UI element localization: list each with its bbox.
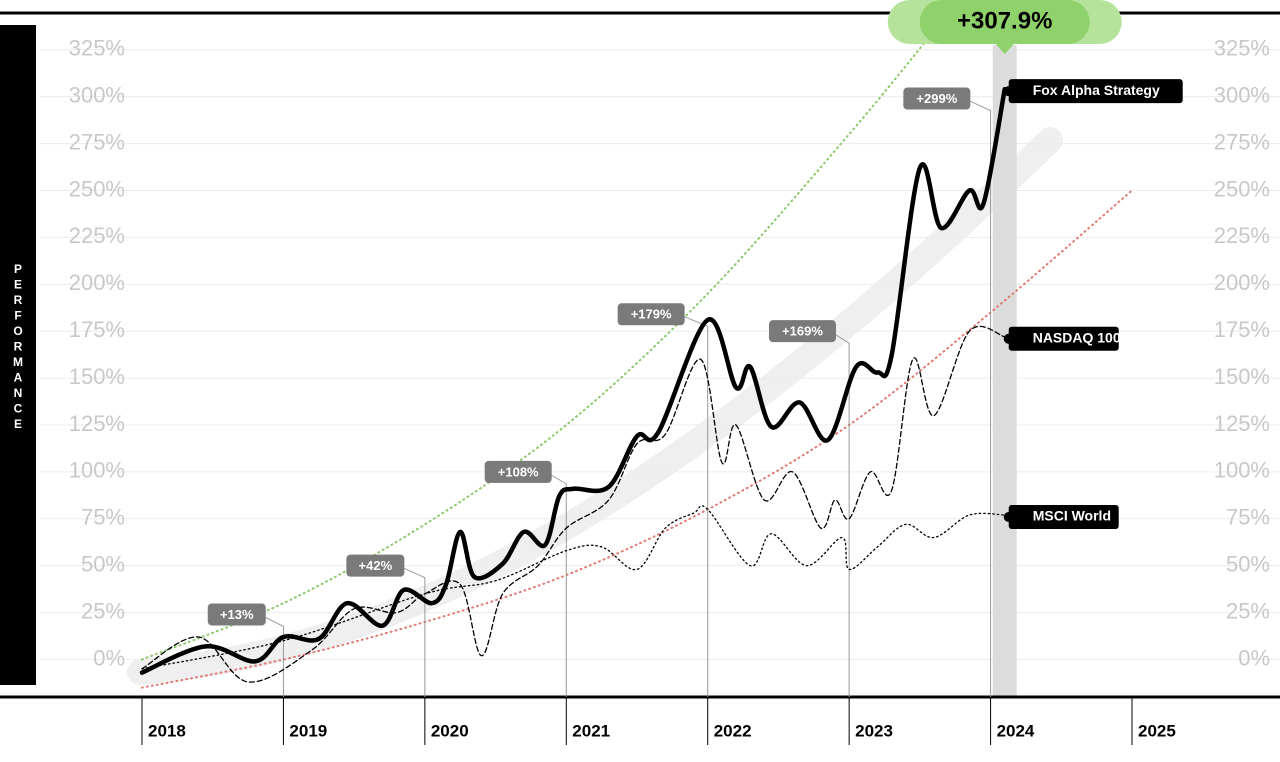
y2-tick-label: 225% <box>1214 223 1270 248</box>
y2-tick-label: 50% <box>1226 551 1270 576</box>
annotation-connector <box>259 614 284 697</box>
y2-tick-label: 0% <box>1238 645 1270 670</box>
annotation-connector <box>545 471 567 697</box>
x-tick-label: 2025 <box>1138 721 1176 740</box>
annotation-label: +108% <box>498 464 539 479</box>
y2-tick-label: 25% <box>1226 598 1270 623</box>
series-line <box>139 86 1007 675</box>
y2-tick-label: 275% <box>1214 129 1270 154</box>
reference-curve <box>141 189 1133 689</box>
x-tick-label: 2018 <box>148 721 186 740</box>
y-axis-bar <box>0 25 36 685</box>
y2-tick-label: 250% <box>1214 176 1270 201</box>
x-tick-label: 2021 <box>572 721 610 740</box>
y2-tick-label: 175% <box>1214 317 1270 342</box>
y-tick-label: 50% <box>81 551 125 576</box>
y2-tick-label: 325% <box>1214 36 1270 61</box>
y-tick-label: 100% <box>69 458 125 483</box>
y2-tick-label: 125% <box>1214 411 1270 436</box>
y-tick-label: 125% <box>69 411 125 436</box>
annotation-box <box>346 554 405 577</box>
highlight-pointer <box>995 44 1014 54</box>
trend-shadow <box>127 127 1063 685</box>
y2-tick-label: 300% <box>1214 82 1270 107</box>
y-tick-label: 250% <box>69 176 125 201</box>
annotation-label: +179% <box>631 307 672 322</box>
y2-tick-label: 100% <box>1214 458 1270 483</box>
annotation-box <box>207 603 266 626</box>
y-tick-label: 175% <box>69 317 125 342</box>
y2-tick-label: 150% <box>1214 364 1270 389</box>
annotation-connector <box>829 330 850 697</box>
annotation-box <box>768 320 836 343</box>
y-tick-label: 150% <box>69 364 125 389</box>
series-line <box>141 325 1006 683</box>
legend-box <box>1008 79 1183 104</box>
highlight-label: +307.9% <box>957 7 1052 34</box>
y-tick-label: 225% <box>69 223 125 248</box>
highlight-band <box>992 45 1017 697</box>
x-tick-label: 2023 <box>855 721 893 740</box>
y-tick-label: 275% <box>69 129 125 154</box>
x-tick-label: 2019 <box>289 721 327 740</box>
x-tick-label: 2024 <box>997 721 1035 740</box>
y-tick-label: 325% <box>69 36 125 61</box>
y-tick-label: 300% <box>69 82 125 107</box>
annotation-box <box>903 87 971 110</box>
y2-tick-label: 75% <box>1226 505 1270 530</box>
series-line <box>141 505 1006 670</box>
annotation-box <box>484 460 552 483</box>
annotation-connector <box>678 313 709 697</box>
y2-tick-label: 200% <box>1214 270 1270 295</box>
highlight-pill <box>919 0 1090 44</box>
x-tick-label: 2022 <box>714 721 752 740</box>
y-tick-label: 200% <box>69 270 125 295</box>
annotation-label: +299% <box>916 91 957 106</box>
annotation-label: +42% <box>359 558 393 573</box>
annotation-connector <box>964 98 992 697</box>
annotation-label: +13% <box>220 607 254 622</box>
y-tick-label: 75% <box>81 505 125 530</box>
y-tick-label: 0% <box>93 645 125 670</box>
annotation-connector <box>398 565 426 697</box>
y-tick-label: 25% <box>81 598 125 623</box>
x-tick-label: 2020 <box>431 721 469 740</box>
legend-label: MSCI World <box>1033 508 1111 524</box>
legend-box <box>1008 326 1119 351</box>
annotation-label: +169% <box>782 324 823 339</box>
legend-box <box>1008 505 1119 530</box>
legend-label: Fox Alpha Strategy <box>1033 82 1160 98</box>
annotation-box <box>617 303 685 326</box>
legend-label: NASDAQ 100 <box>1033 330 1121 346</box>
